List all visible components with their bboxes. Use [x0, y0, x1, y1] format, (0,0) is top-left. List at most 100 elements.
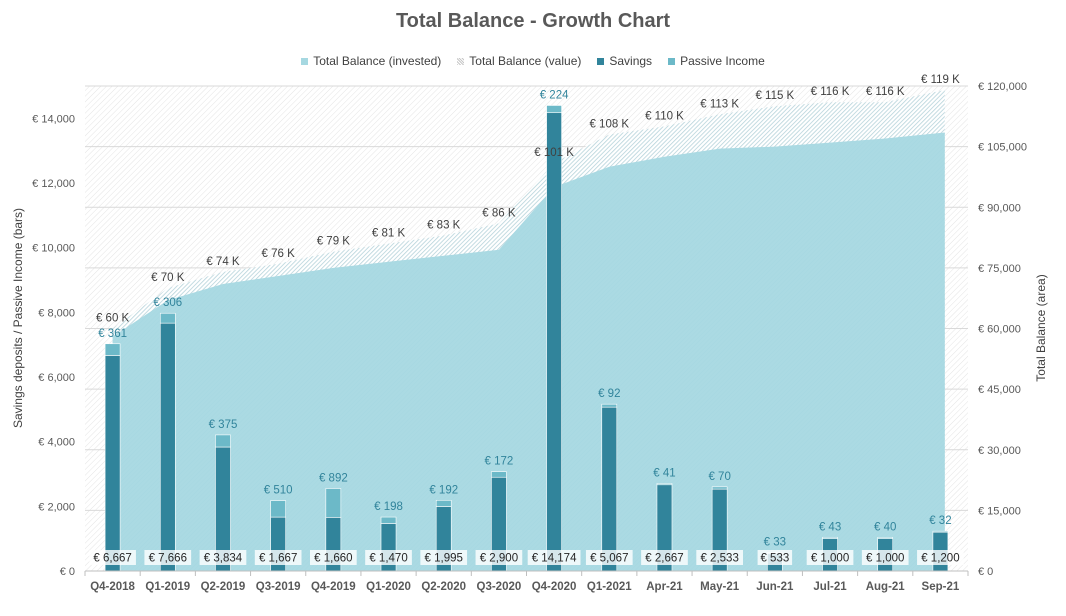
- bar-passive-income: [270, 500, 286, 518]
- y-tick-left: € 12,000: [32, 178, 75, 190]
- total-value-label: € 70 K: [151, 272, 185, 284]
- y-tick-left: € 8,000: [38, 307, 75, 319]
- total-value-label: € 74 K: [206, 256, 240, 268]
- bar-passive-income: [159, 312, 176, 324]
- bar-passive-income: [325, 488, 342, 518]
- savings-label: € 7,666: [149, 553, 187, 565]
- y-tick-right: € 45,000: [978, 384, 1021, 396]
- y-tick-right: € 90,000: [978, 202, 1021, 214]
- y-tick-left: € 6,000: [38, 372, 75, 384]
- savings-label: € 1,200: [921, 553, 959, 565]
- savings-label: € 6,667: [93, 553, 131, 565]
- x-tick-label: Q3-2019: [256, 581, 301, 593]
- legend-swatch-invested: [301, 57, 309, 65]
- y-tick-right: € 120,000: [978, 81, 1027, 93]
- savings-label-bg: [806, 550, 854, 565]
- passive-label: € 41: [653, 467, 675, 479]
- savings-label: € 533: [760, 553, 789, 565]
- bar-passive-income: [546, 105, 562, 114]
- x-tick-label: Q1-2019: [145, 581, 190, 593]
- legend-item-passive: Passive Income: [668, 54, 765, 68]
- savings-label-bg: [89, 550, 136, 565]
- total-value-label: € 116 K: [866, 86, 905, 98]
- legend-swatch-passive: [668, 57, 676, 65]
- x-tick-label: Q1-2020: [366, 581, 411, 593]
- savings-label-bg: [757, 550, 793, 565]
- savings-label-bg: [144, 550, 192, 565]
- passive-label: € 40: [874, 521, 896, 533]
- savings-label-bg: [917, 550, 964, 565]
- savings-label-bg: [475, 550, 523, 565]
- total-value-label: € 119 K: [921, 74, 960, 86]
- y-tick-right: € 60,000: [978, 324, 1021, 336]
- bar-passive-income: [932, 530, 949, 533]
- chart-title: Total Balance - Growth Chart: [395, 10, 671, 32]
- y-tick-right: € 0: [978, 566, 993, 578]
- legend-label-invested: Total Balance (invested): [313, 54, 442, 68]
- savings-label-bg: [199, 550, 247, 565]
- x-tick-label: Q1-2021: [587, 581, 632, 593]
- savings-label-bg: [527, 550, 581, 565]
- y-tick-left: € 4,000: [38, 437, 75, 449]
- savings-label: € 2,533: [700, 553, 738, 565]
- y-tick-right: € 75,000: [978, 263, 1021, 275]
- total-value-label: € 108 K: [589, 119, 629, 131]
- savings-label: € 1,667: [259, 553, 297, 565]
- savings-label: € 1,000: [811, 553, 849, 565]
- x-tick-label: Q4-2020: [532, 581, 577, 593]
- bar-savings: [546, 112, 562, 572]
- bar-passive-income: [877, 537, 894, 539]
- x-tick-label: Jul-21: [813, 581, 847, 593]
- x-tick-label: Aug-21: [866, 581, 906, 593]
- total-value-label: € 115 K: [755, 90, 794, 102]
- savings-label-bg: [585, 550, 633, 565]
- savings-label: € 1,000: [866, 553, 904, 565]
- passive-label: € 198: [374, 501, 403, 513]
- total-value-label: € 86 K: [482, 207, 516, 219]
- savings-label: € 5,067: [590, 553, 628, 565]
- bar-passive-income: [104, 343, 121, 356]
- passive-label: € 892: [319, 472, 348, 484]
- bar-savings: [104, 355, 121, 572]
- total-value-label: € 60 K: [96, 313, 130, 325]
- passive-label: € 192: [429, 484, 458, 496]
- total-value-label: € 79 K: [317, 236, 351, 248]
- passive-label: € 172: [485, 456, 514, 468]
- bar-savings: [601, 406, 618, 572]
- bar-passive-income: [822, 536, 838, 539]
- total-value-label: € 83 K: [427, 220, 461, 232]
- total-value-label: € 81 K: [372, 228, 406, 240]
- legend-item-invested: Total Balance (invested): [301, 54, 441, 68]
- legend-item-savings: Savings: [597, 54, 652, 68]
- y-tick-left: € 14,000: [32, 113, 75, 125]
- savings-label-bg: [641, 550, 688, 565]
- passive-label: € 43: [819, 521, 841, 533]
- y-tick-right: € 30,000: [978, 445, 1021, 457]
- savings-label-bg: [861, 550, 909, 565]
- y-tick-left: € 0: [60, 566, 75, 578]
- bar-passive-income: [601, 403, 618, 408]
- area-total-invested: [112, 132, 945, 571]
- savings-label: € 1,995: [425, 553, 463, 565]
- savings-label: € 1,470: [369, 553, 407, 565]
- bar-passive-income: [656, 483, 673, 486]
- bar-passive-income: [435, 499, 452, 507]
- savings-label-bg: [420, 550, 468, 565]
- passive-label: € 92: [598, 388, 620, 400]
- passive-label: € 70: [708, 471, 730, 483]
- x-tick-label: Sep-21: [922, 581, 960, 593]
- passive-label: € 510: [264, 485, 293, 497]
- x-tick-label: Q2-2020: [421, 581, 466, 593]
- passive-label: € 375: [209, 419, 238, 431]
- y-tick-right: € 105,000: [978, 142, 1027, 154]
- savings-label: € 2,900: [480, 553, 518, 565]
- total-value-label: € 110 K: [645, 110, 684, 122]
- passive-label: € 306: [153, 297, 182, 309]
- savings-label: € 1,660: [314, 553, 352, 565]
- x-tick-label: Q4-2019: [311, 581, 356, 593]
- bar-savings: [159, 322, 176, 572]
- legend-label-value: Total Balance (value): [469, 54, 582, 68]
- y-tick-left: € 2,000: [38, 501, 75, 513]
- savings-label-bg: [365, 550, 412, 565]
